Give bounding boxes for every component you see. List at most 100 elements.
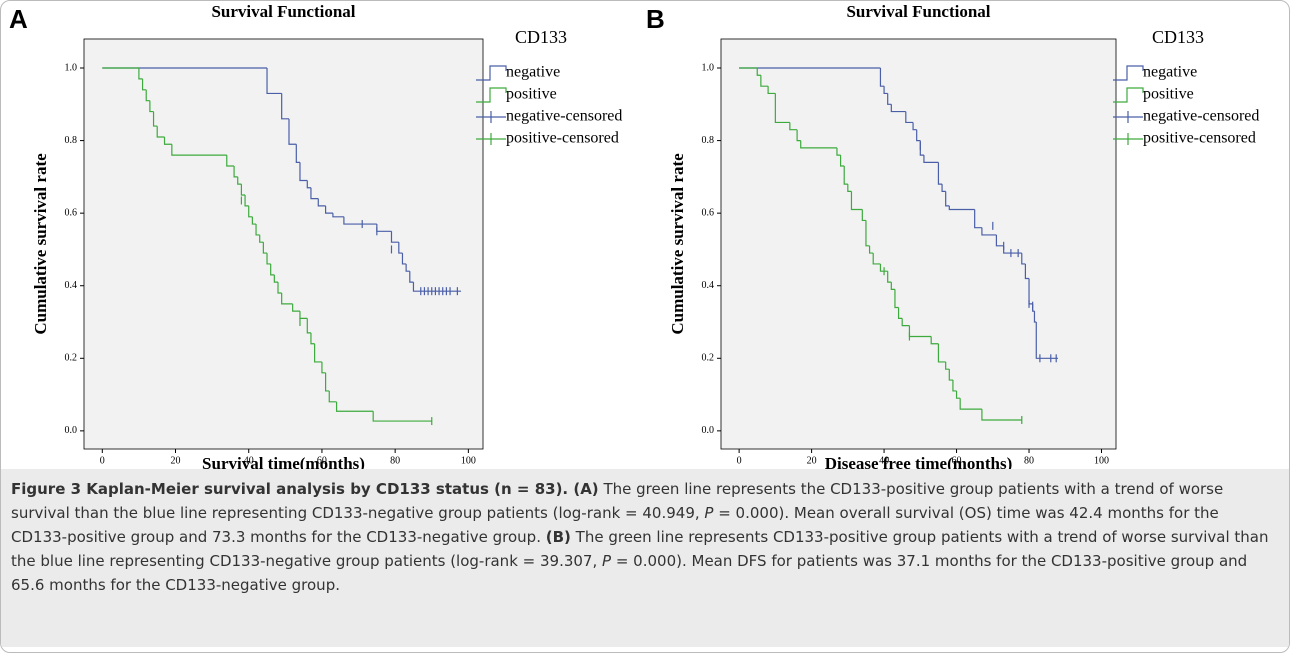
panel-label: B bbox=[646, 4, 665, 34]
survival-step bbox=[266, 253, 271, 265]
survival-step bbox=[872, 253, 881, 265]
legend-label: positive-censored bbox=[1143, 130, 1256, 147]
survival-step bbox=[894, 289, 899, 309]
survival-step bbox=[767, 86, 776, 95]
caption-text: Figure 3 Kaplan-Meier survival analysis … bbox=[11, 480, 599, 498]
x-tick-label: 60 bbox=[952, 455, 962, 466]
survival-step bbox=[912, 122, 917, 131]
survival-step bbox=[879, 263, 888, 272]
survival-step bbox=[281, 93, 289, 120]
survival-step bbox=[923, 155, 939, 163]
survival-step bbox=[930, 336, 939, 345]
survival-step bbox=[409, 271, 414, 283]
survival-step bbox=[255, 224, 260, 236]
x-tick-label: 0 bbox=[100, 455, 105, 466]
x-tick-label: 60 bbox=[317, 455, 327, 466]
y-tick-label: 0.2 bbox=[65, 353, 78, 364]
x-tick-label: 20 bbox=[807, 455, 817, 466]
survival-step bbox=[152, 111, 158, 127]
y-tick-label: 0.2 bbox=[702, 353, 715, 364]
survival-step bbox=[861, 209, 866, 222]
x-tick-label: 80 bbox=[1024, 455, 1034, 466]
survival-step bbox=[266, 68, 282, 95]
legend-label: negative bbox=[1143, 64, 1197, 81]
caption: Figure 3 Kaplan-Meier survival analysis … bbox=[1, 469, 1289, 647]
survival-step bbox=[262, 242, 268, 254]
y-tick-label: 0.0 bbox=[65, 425, 78, 436]
legend-title: CD133 bbox=[515, 27, 567, 47]
survival-step bbox=[916, 129, 921, 142]
survival-step bbox=[948, 205, 975, 211]
legend-label: negative-censored bbox=[1143, 108, 1259, 125]
plot-area bbox=[83, 38, 484, 450]
survival-step bbox=[244, 195, 249, 207]
x-tick-label: 100 bbox=[461, 455, 476, 466]
survival-step bbox=[412, 282, 462, 292]
survival-step bbox=[292, 303, 300, 312]
survival-step bbox=[974, 209, 982, 229]
survival-step bbox=[259, 234, 264, 243]
legend-swatch bbox=[1113, 87, 1144, 103]
y-tick-label: 1.0 bbox=[702, 62, 715, 73]
legend-label: positive-censored bbox=[506, 130, 619, 147]
survival-step bbox=[937, 162, 943, 185]
survival-step bbox=[905, 111, 914, 124]
survival-step bbox=[401, 253, 407, 265]
legend-swatch bbox=[1113, 65, 1144, 81]
survival-step bbox=[945, 191, 950, 207]
survival-step bbox=[901, 318, 910, 327]
x-tick-label: 100 bbox=[1094, 455, 1109, 466]
survival-step bbox=[879, 68, 885, 87]
y-tick-label: 0.4 bbox=[65, 280, 78, 291]
caption-text: = 0.000). Mean DFS for patients was 37.1… bbox=[11, 552, 1248, 594]
x-tick-label: 80 bbox=[390, 455, 400, 466]
survival-step bbox=[941, 184, 946, 192]
survival-step bbox=[981, 227, 997, 236]
survival-step bbox=[306, 180, 311, 189]
survival-step bbox=[945, 361, 950, 370]
survival-step bbox=[314, 343, 322, 363]
y-tick-label: 0.6 bbox=[65, 207, 78, 218]
survival-step bbox=[774, 93, 790, 124]
chart-title: Survival Functional bbox=[846, 2, 990, 21]
survival-step bbox=[865, 220, 870, 247]
survival-step bbox=[156, 126, 165, 138]
legend-label: positive bbox=[506, 86, 557, 103]
x-tick-label: 40 bbox=[879, 455, 889, 466]
survival-step bbox=[226, 155, 235, 167]
x-axis-label: Survival time(months) bbox=[202, 454, 365, 469]
plot-area bbox=[720, 38, 1117, 450]
survival-step bbox=[955, 390, 961, 399]
y-axis-label: Cumulative survival rate bbox=[668, 153, 687, 335]
survival-step bbox=[273, 274, 279, 283]
survival-step bbox=[890, 282, 895, 290]
survival-step bbox=[789, 122, 798, 131]
survival-step bbox=[251, 216, 257, 225]
chart-title: Survival Functional bbox=[211, 2, 355, 21]
survival-step bbox=[295, 144, 300, 163]
survival-step bbox=[836, 147, 841, 156]
survival-step bbox=[332, 213, 344, 218]
y-tick-label: 0.6 bbox=[702, 207, 715, 218]
survival-step bbox=[390, 231, 399, 243]
y-tick-label: 1.0 bbox=[65, 62, 78, 73]
survival-step bbox=[299, 162, 308, 182]
survival-step bbox=[868, 245, 874, 254]
caption-text: The green line represents the CD133-posi… bbox=[11, 480, 1224, 522]
survival-step bbox=[281, 292, 293, 305]
survival-step bbox=[372, 411, 432, 422]
survival-step bbox=[800, 140, 837, 149]
survival-step bbox=[171, 144, 227, 156]
legend-swatch bbox=[476, 87, 507, 103]
survival-step bbox=[288, 118, 297, 145]
x-tick-label: 0 bbox=[737, 455, 742, 466]
survival-step bbox=[324, 205, 333, 214]
legend-label: negative bbox=[506, 64, 560, 81]
survival-step bbox=[887, 271, 892, 283]
survival-step bbox=[897, 307, 903, 319]
survival-step bbox=[890, 104, 906, 113]
survival-step bbox=[343, 216, 377, 225]
survival-step bbox=[952, 380, 957, 392]
survival-step bbox=[937, 343, 946, 363]
